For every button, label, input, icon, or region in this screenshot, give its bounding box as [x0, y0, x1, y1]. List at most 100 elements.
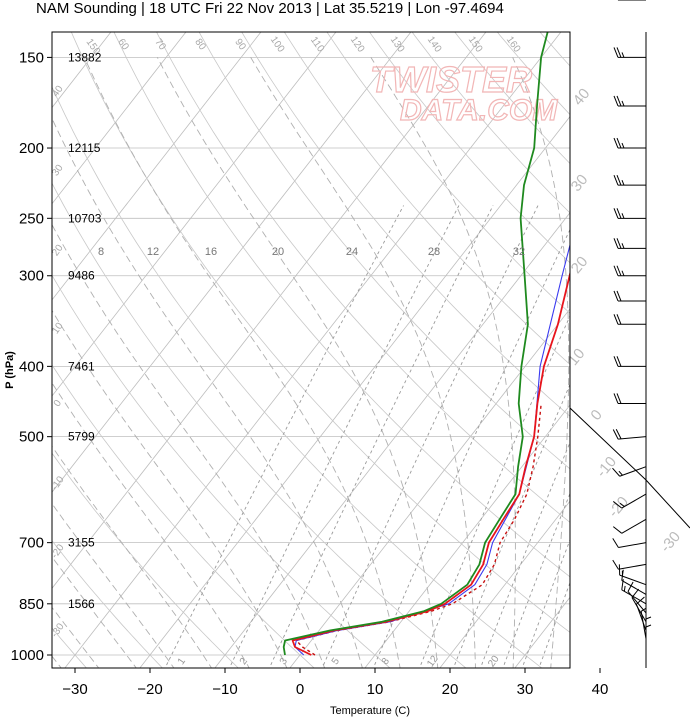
isotherm [52, 32, 412, 493]
isotherm [289, 308, 570, 668]
isotherm [588, 0, 690, 670]
dry-adiabat-label: 80 [192, 37, 208, 53]
wind-barb [627, 581, 647, 614]
mixing-ratio-line [502, 492, 570, 668]
wind-barb-half-flag [621, 243, 625, 249]
wind-barb-staff [619, 466, 647, 477]
moist-adiabat-right-label: -20 [605, 493, 632, 521]
height-label: 13882 [68, 50, 102, 64]
wind-barb-flag [613, 137, 619, 149]
temperature-line [291, 270, 570, 656]
moist-adiabat [52, 556, 137, 668]
wind-barb [613, 208, 646, 219]
moist-adiabat [588, 57, 641, 670]
wind-barb-flag [612, 559, 619, 570]
mixing-ratio-line [164, 205, 404, 668]
mixing-ratio-label: 32 [513, 246, 525, 258]
moist-adiabat-right-label: 0 [587, 406, 605, 423]
wind-barb-staff [618, 436, 647, 440]
dry-adiabat [52, 274, 391, 668]
wind-barb-half-flag [645, 616, 652, 620]
wind-barb [621, 569, 647, 595]
mixing-ratio-line [538, 581, 570, 668]
dry-adiabat [326, 32, 570, 314]
isotherm [663, 0, 690, 670]
isotherm [52, 32, 187, 205]
axes: 1001502002503004005007008501000−30−20−10… [4, 31, 608, 717]
wind-barb [612, 466, 647, 477]
x-tick-label: −20 [137, 681, 162, 698]
x-tick-label: 30 [517, 681, 534, 698]
wind-barb-flag [631, 588, 640, 598]
y-tick-label: 300 [19, 268, 44, 285]
wind-barb-flag [613, 314, 619, 325]
moist-adiabat-right-label: 20 [568, 253, 592, 277]
wind-barb [640, 608, 647, 639]
moist-adiabat-label: 30 [50, 162, 66, 178]
dry-adiabat-label: 110 [308, 35, 326, 55]
y-tick-label: 850 [19, 596, 44, 613]
wind-barb [612, 538, 647, 549]
moist-adiabat-label: 20 [50, 242, 66, 258]
mixing-ratio-line [453, 383, 570, 668]
wind-barb-flag [616, 208, 622, 219]
moist-adiabat [52, 382, 250, 668]
moist-adiabat-right-label: 30 [568, 171, 592, 195]
wind-barb [613, 174, 646, 186]
moist-adiabat [370, 57, 516, 668]
dry-adiabat [241, 32, 570, 417]
x-tick-label: 0 [296, 681, 304, 698]
wind-barb-staff [621, 493, 647, 509]
wind-barb [645, 624, 652, 655]
wind-barb [612, 559, 647, 570]
wind-barb-flag [613, 290, 619, 302]
wind-barb-half-flag [618, 470, 623, 476]
x-tick-label: −30 [62, 681, 87, 698]
wind-barb-staff [635, 603, 647, 631]
wind-barb-half-flag [621, 179, 625, 186]
wind-barb-flag [613, 47, 619, 58]
height-label: 7461 [68, 359, 95, 373]
wind-barb [613, 238, 646, 249]
dry-adiabat-label: 130 [388, 35, 407, 55]
wind-barb-panel [569, 0, 690, 668]
dry-adiabat [70, 32, 570, 633]
dry-adiabat [576, 0, 690, 670]
wind-barb [645, 616, 652, 648]
plot-frame [51, 31, 571, 669]
wind-panel-edge [569, 32, 690, 529]
moist-adiabat-right-label: 10 [565, 345, 589, 369]
y-tick-label: 700 [19, 535, 44, 552]
watermark-line-2: DATA.COM [400, 94, 558, 127]
wind-barb-flag [616, 238, 622, 249]
y-tick-label: 150 [19, 49, 44, 66]
mixing-ratio-bottom-label: 3 [278, 656, 290, 667]
dry-adiabat-label: 120 [348, 35, 367, 55]
wind-barb [613, 290, 646, 302]
y-tick-label: 1000 [11, 647, 44, 664]
moist-adiabat [52, 502, 175, 668]
wind-barb-flag [627, 581, 634, 592]
y-tick-label: 500 [19, 429, 44, 446]
wind-barb-flag [613, 174, 619, 186]
wind-barb-flag [613, 265, 619, 276]
dry-adiabat [538, 0, 690, 670]
dry-adiabat [52, 182, 467, 668]
mixing-ratio-bottom-label: 1 [176, 656, 188, 667]
wind-barb-staff [619, 574, 647, 586]
wind-barb-flag [616, 174, 622, 186]
y-tick-label: 250 [19, 210, 44, 227]
wind-barb-flag [636, 596, 645, 605]
mixing-ratio-line [480, 441, 570, 668]
wind-barb-half-flag [621, 270, 625, 276]
mixing-ratio-bottom-label: 2 [238, 656, 250, 667]
moist-adiabat [52, 445, 213, 668]
moist-adiabat-label: 0 [52, 398, 64, 409]
wind-barb [613, 393, 646, 404]
mixing-ratio-bottom-label: 20 [486, 653, 502, 669]
isotherm [52, 32, 112, 109]
wind-barb [613, 47, 646, 58]
height-label: 3155 [68, 536, 95, 550]
dry-adiabat [156, 32, 570, 523]
wind-barb-staff [640, 611, 647, 639]
